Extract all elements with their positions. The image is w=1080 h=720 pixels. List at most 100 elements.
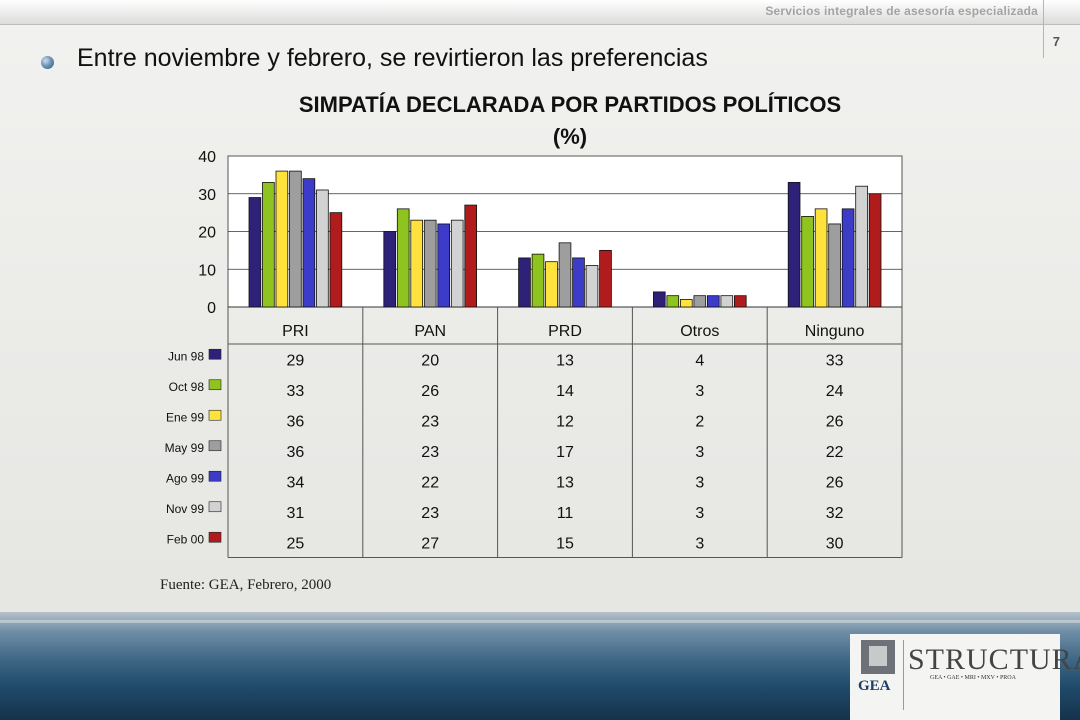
data-label: 22 bbox=[421, 474, 439, 491]
gea-logo-text: GEA bbox=[858, 678, 891, 694]
bar-pri-ago-99 bbox=[302, 178, 316, 308]
data-label: 32 bbox=[826, 505, 844, 522]
bar-otros-ago-99 bbox=[707, 295, 720, 308]
bar-ninguno-oct-98 bbox=[801, 215, 814, 308]
y-tick-label: 20 bbox=[198, 225, 216, 242]
legend-label: Ene 99 bbox=[166, 410, 204, 424]
bar-prd-jun-98 bbox=[518, 257, 531, 308]
y-tick-label: 40 bbox=[198, 149, 216, 166]
data-label: 11 bbox=[557, 505, 574, 522]
data-label: 23 bbox=[421, 505, 439, 522]
bar-prd-oct-98 bbox=[531, 253, 545, 308]
data-label: 3 bbox=[695, 505, 704, 522]
bar-otros-ene-99 bbox=[680, 299, 693, 308]
bar-ninguno-jun-98 bbox=[787, 182, 801, 308]
header-bar bbox=[0, 0, 1080, 25]
legend-label: May 99 bbox=[165, 441, 205, 455]
data-label: 36 bbox=[287, 413, 305, 430]
legend-swatch bbox=[208, 348, 222, 360]
chart-title-block: SIMPATÍA DECLARADA POR PARTIDOS POLÍTICO… bbox=[0, 89, 1080, 153]
data-label: 15 bbox=[556, 535, 574, 552]
x-tick-label: PAN bbox=[414, 323, 446, 340]
bar-ninguno-ene-99 bbox=[814, 208, 828, 308]
page-number: 7 bbox=[1052, 34, 1060, 49]
data-label: 20 bbox=[421, 352, 439, 369]
data-label: 33 bbox=[287, 383, 305, 400]
legend-label: Feb 00 bbox=[167, 532, 205, 546]
header-divider bbox=[1043, 0, 1044, 58]
bar-pan-ene-99 bbox=[410, 219, 423, 308]
bar-prd-ene-99 bbox=[545, 261, 558, 308]
data-label: 14 bbox=[556, 383, 574, 400]
gea-logo: GEA bbox=[858, 640, 900, 694]
bar-pan-feb-00 bbox=[464, 204, 477, 308]
bar-pan-oct-98 bbox=[396, 208, 410, 308]
bar-pri-oct-98 bbox=[262, 182, 275, 308]
data-label: 26 bbox=[826, 413, 844, 430]
legend-swatch bbox=[208, 501, 222, 513]
legend-swatch bbox=[208, 379, 222, 391]
chart-title: SIMPATÍA DECLARADA POR PARTIDOS POLÍTICO… bbox=[298, 92, 842, 117]
data-label: 24 bbox=[826, 383, 844, 400]
bar-prd-feb-00 bbox=[599, 249, 612, 308]
legend-swatch bbox=[208, 470, 222, 482]
structura-logo: STRUCTURA bbox=[908, 643, 1080, 676]
bar-otros-oct-98 bbox=[666, 295, 680, 308]
chart-unit: (%) bbox=[552, 124, 588, 149]
bar-ninguno-nov-99 bbox=[855, 185, 868, 308]
data-label: 2 bbox=[695, 413, 704, 430]
y-tick-label: 30 bbox=[198, 187, 216, 204]
data-label: 30 bbox=[826, 535, 844, 552]
data-label: 23 bbox=[421, 444, 439, 461]
y-tick-label: 10 bbox=[198, 262, 216, 279]
bar-pan-nov-99 bbox=[450, 219, 464, 308]
bullet-icon bbox=[41, 56, 54, 69]
data-label: 3 bbox=[695, 383, 704, 400]
bar-pan-may-99 bbox=[423, 219, 437, 308]
data-label: 3 bbox=[695, 535, 704, 552]
bar-prd-nov-99 bbox=[585, 265, 599, 308]
data-label: 4 bbox=[695, 352, 704, 369]
bar-pan-jun-98 bbox=[383, 231, 396, 308]
x-tick-label: Otros bbox=[680, 323, 719, 340]
data-label: 23 bbox=[421, 413, 439, 430]
bar-ninguno-ago-99 bbox=[841, 208, 855, 308]
data-label: 27 bbox=[421, 535, 439, 552]
data-label: 13 bbox=[556, 352, 574, 369]
x-tick-label: PRD bbox=[548, 323, 582, 340]
bar-ninguno-feb-00 bbox=[868, 193, 882, 308]
data-label: 12 bbox=[556, 413, 574, 430]
header-text: Servicios integrales de asesoría especia… bbox=[765, 4, 1038, 18]
bar-pri-feb-00 bbox=[329, 212, 343, 308]
bar-otros-nov-99 bbox=[720, 295, 734, 308]
x-tick-label: PRI bbox=[282, 323, 309, 340]
bar-pri-jun-98 bbox=[248, 197, 262, 308]
legend-swatch bbox=[208, 440, 222, 452]
legend-label: Oct 98 bbox=[169, 380, 205, 394]
data-label: 3 bbox=[695, 444, 704, 461]
bar-prd-may-99 bbox=[558, 242, 572, 308]
legend-label: Jun 98 bbox=[168, 349, 204, 363]
source-note: Fuente: GEA, Febrero, 2000 bbox=[160, 577, 332, 593]
gea-logo-mark bbox=[861, 640, 895, 674]
data-label: 31 bbox=[287, 505, 305, 522]
bar-pri-nov-99 bbox=[316, 189, 329, 308]
bar-pri-may-99 bbox=[289, 170, 302, 308]
data-label: 3 bbox=[695, 474, 704, 491]
bar-pri-ene-99 bbox=[275, 170, 289, 308]
bar-prd-ago-99 bbox=[572, 257, 585, 308]
legend-label: Nov 99 bbox=[166, 502, 204, 516]
bar-otros-feb-00 bbox=[734, 295, 747, 308]
bar-ninguno-may-99 bbox=[828, 223, 841, 308]
data-label: 13 bbox=[556, 474, 574, 491]
legend-swatch bbox=[208, 409, 222, 421]
data-label: 33 bbox=[826, 352, 844, 369]
data-label: 34 bbox=[287, 474, 305, 491]
structura-logo-sub: GEA • GAE • MRI • MXV • PROA bbox=[930, 675, 1016, 681]
legend-swatch bbox=[208, 531, 222, 543]
data-label: 17 bbox=[556, 444, 574, 461]
data-label: 36 bbox=[287, 444, 305, 461]
data-label: 26 bbox=[421, 383, 439, 400]
footer-stripe bbox=[0, 620, 1080, 623]
